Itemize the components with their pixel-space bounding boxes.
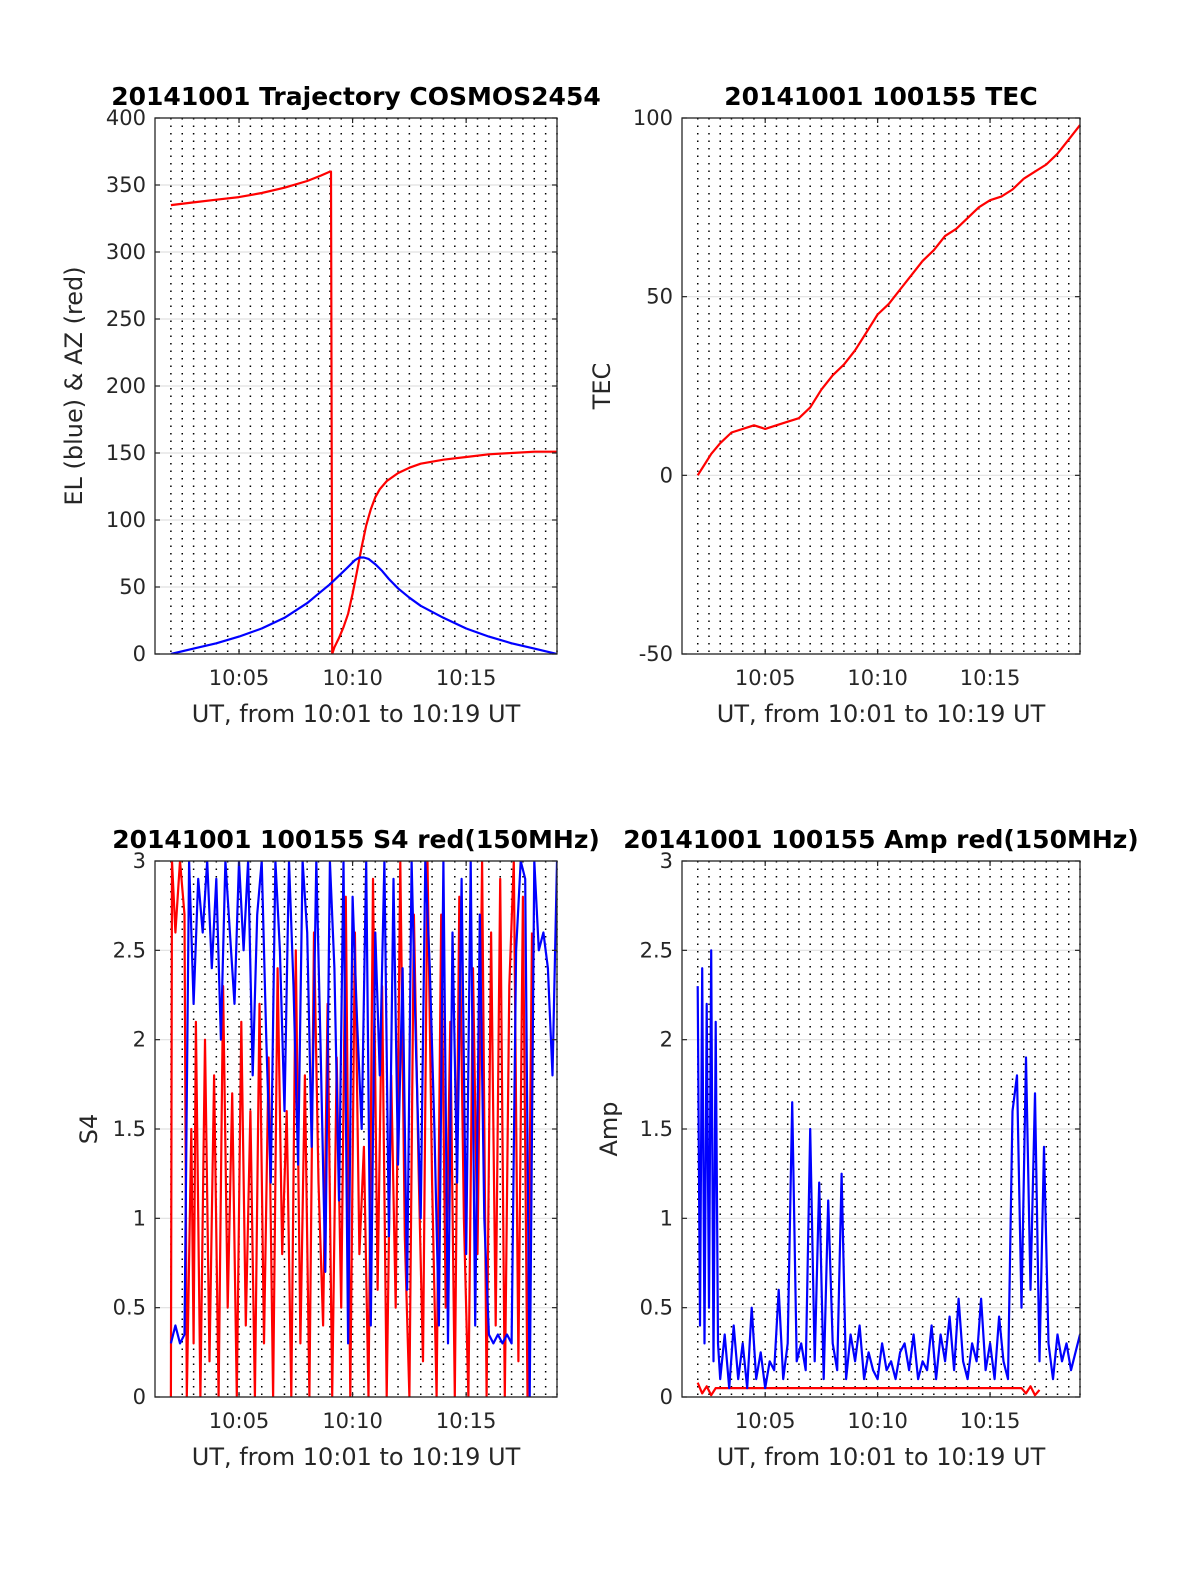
chart-panel-2: 10:05 10:10 10:15 -50 0 50 100 20141001 100155 …: [588, 82, 1081, 728]
x-tick-label: 10:10: [322, 1409, 383, 1433]
x-tick-label: 10:10: [847, 1409, 908, 1433]
y-tick-label: 300: [106, 240, 146, 264]
chart-title: 20141001 Trajectory COSMOS2454: [111, 82, 601, 111]
y-tick-label: 100: [106, 508, 146, 532]
y-tick-label: 350: [106, 173, 146, 197]
x-tick-label: 10:10: [322, 666, 383, 690]
series-line-1: [169, 861, 534, 1397]
chart-title: 20141001 100155 TEC: [724, 82, 1037, 111]
y-axis-label: TEC: [588, 363, 616, 411]
y-tick-label: 1.5: [113, 1117, 146, 1141]
x-axis-label: UT, from 10:01 to 10:19 UT: [192, 1443, 521, 1471]
x-tick-label: 10:15: [436, 666, 497, 690]
x-tick-label: 10:05: [209, 1409, 270, 1433]
x-tick-label: 10:05: [735, 1409, 796, 1433]
y-tick-label: 3: [133, 849, 146, 873]
y-axis-label: S4: [75, 1114, 103, 1145]
axes-box: [681, 117, 1081, 655]
y-tick-label: 50: [119, 575, 146, 599]
y-tick-label: 0: [133, 642, 146, 666]
y-tick-label: 50: [646, 285, 673, 309]
series-line-1: [696, 1382, 1041, 1397]
y-tick-label: 2.5: [640, 938, 673, 962]
series-line-2: [696, 949, 1080, 1390]
series-line-2: [170, 556, 557, 654]
x-tick-label: 10:15: [960, 666, 1021, 690]
x-tick-label: 10:10: [847, 666, 908, 690]
y-tick-label: 2: [133, 1028, 146, 1052]
y-axis-label: EL (blue) & AZ (red): [60, 266, 88, 505]
x-tick-label: 10:05: [209, 666, 270, 690]
y-tick-label: 0.5: [640, 1296, 673, 1320]
y-tick-label: 0: [660, 463, 673, 487]
chart-title: 20141001 100155 Amp red(150MHz): [623, 825, 1139, 854]
y-tick-label: 0: [660, 1385, 673, 1409]
y-tick-label: 400: [106, 106, 146, 130]
y-tick-label: 2.5: [113, 938, 146, 962]
chart-panel-1: 10:05 10:10 10:15 0 50 100 150 200 250 300 350 4002…: [60, 82, 601, 728]
y-tick-label: 3: [660, 849, 673, 873]
series-line-1: [696, 124, 1080, 476]
x-tick-label: 10:05: [735, 666, 796, 690]
y-tick-label: 1.5: [640, 1117, 673, 1141]
y-tick-label: -50: [639, 642, 673, 666]
y-tick-label: 200: [106, 374, 146, 398]
x-tick-label: 10:15: [960, 1409, 1021, 1433]
y-tick-label: 2: [660, 1028, 673, 1052]
chart-title: 20141001 100155 S4 red(150MHz): [112, 825, 600, 854]
y-tick-label: 1: [660, 1206, 673, 1230]
series-line-1: [170, 170, 557, 654]
y-tick-label: 1: [133, 1206, 146, 1230]
y-tick-label: 0.5: [113, 1296, 146, 1320]
y-axis-label: Amp: [595, 1101, 623, 1156]
x-tick-label: 10:15: [436, 1409, 497, 1433]
y-tick-label: 150: [106, 441, 146, 465]
x-axis-label: UT, from 10:01 to 10:19 UT: [192, 700, 521, 728]
y-tick-label: 250: [106, 307, 146, 331]
series-line-2: [169, 861, 557, 1397]
y-tick-label: 100: [633, 106, 673, 130]
x-axis-label: UT, from 10:01 to 10:19 UT: [717, 1443, 1046, 1471]
y-tick-label: 0: [133, 1385, 146, 1409]
x-axis-label: UT, from 10:01 to 10:19 UT: [717, 700, 1046, 728]
